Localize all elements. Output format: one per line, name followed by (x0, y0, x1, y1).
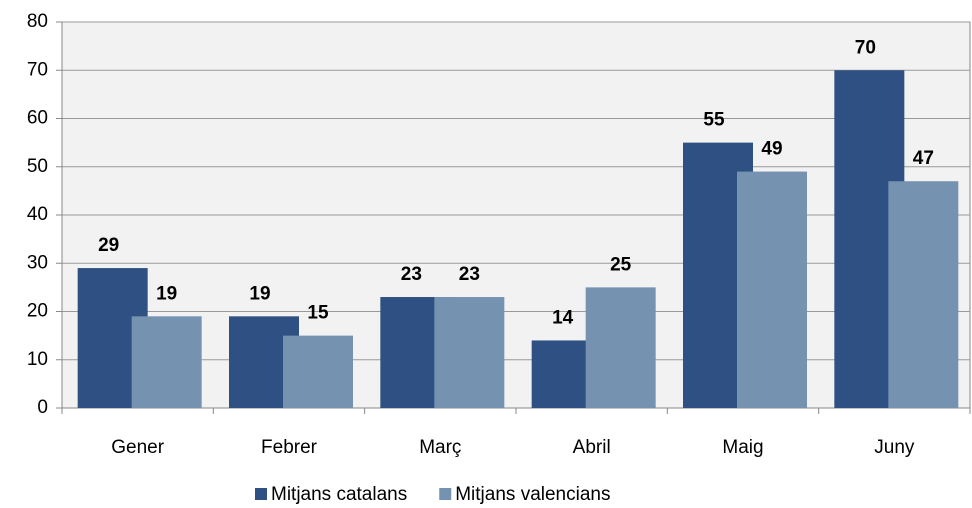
y-tick-label: 10 (27, 349, 48, 370)
y-tick-label: 80 (27, 11, 48, 32)
y-tick-label: 60 (27, 108, 48, 129)
y-tick-label: 20 (27, 301, 48, 322)
x-tick-label: Març (419, 437, 461, 458)
data-label: 25 (610, 254, 632, 275)
bar (131, 316, 202, 408)
bar (888, 181, 959, 408)
data-label: 15 (307, 303, 329, 324)
y-tick-label: 40 (27, 204, 48, 225)
data-label: 29 (98, 235, 119, 256)
x-tick-label: Juny (874, 437, 915, 458)
data-label: 14 (552, 307, 574, 328)
bar (737, 171, 807, 408)
legend-label: Mitjans catalans (271, 484, 407, 505)
bar (434, 297, 505, 408)
y-tick-label: 70 (27, 59, 48, 80)
data-label: 23 (401, 264, 422, 285)
legend-label: Mitjans valencians (455, 484, 610, 505)
data-label: 19 (156, 283, 177, 304)
data-label: 47 (913, 148, 934, 169)
bar (283, 335, 353, 408)
legend-swatch (439, 488, 452, 500)
data-label: 55 (703, 110, 725, 131)
data-label: 49 (761, 139, 782, 160)
y-tick-label: 0 (37, 397, 48, 418)
x-tick-label: Abril (573, 437, 611, 458)
x-tick-label: Gener (111, 437, 164, 458)
bar (585, 287, 656, 408)
data-label: 23 (459, 264, 480, 285)
y-tick-label: 50 (27, 156, 48, 177)
legend-swatch (255, 488, 267, 500)
x-tick-label: Maig (722, 437, 763, 458)
data-label: 19 (249, 283, 270, 304)
y-tick-label: 30 (27, 252, 48, 273)
x-tick-label: Febrer (261, 437, 318, 458)
data-label: 70 (855, 37, 876, 58)
